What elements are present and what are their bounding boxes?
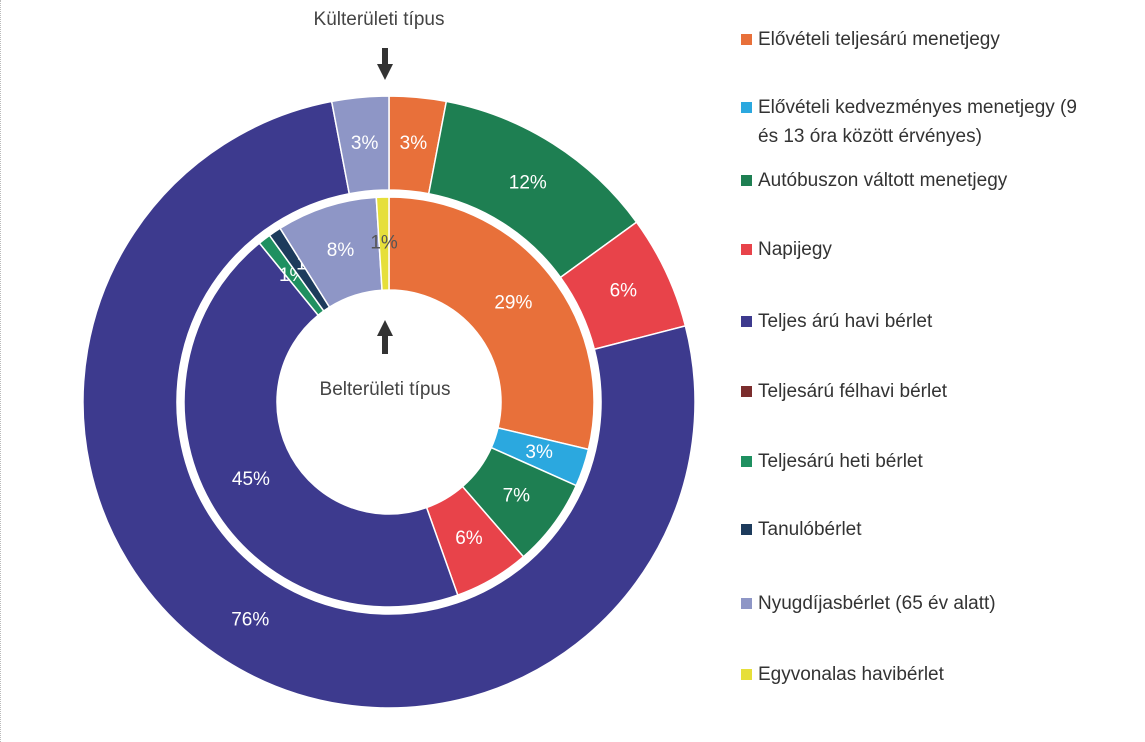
legend-item: Elővételi kedvezményes menetjegy (9 és 1… (741, 93, 1098, 151)
data-label: 1% (370, 233, 398, 254)
ring-separator (178, 191, 600, 613)
data-label: 3% (400, 133, 428, 154)
data-label: 7% (503, 485, 531, 506)
data-label: 76% (231, 610, 269, 631)
legend-item: Teljesárú heti bérlet (741, 447, 1098, 476)
legend-label: Teljesárú félhavi bérlet (758, 381, 948, 402)
legend-label: Elővételi teljesárú menetjegy (758, 29, 1000, 50)
donut-slice (388, 196, 595, 451)
outer-ring-annotation: Külterületi típus (314, 9, 445, 30)
inner-ring-annotation: Belterületi típus (320, 379, 451, 400)
data-label: 29% (494, 293, 532, 314)
legend-swatch (741, 34, 752, 45)
legend-item: Teljes árú havi bérlet (741, 307, 1098, 336)
legend-label: Napijegy (758, 239, 832, 260)
legend-swatch (741, 316, 752, 327)
legend-swatch (741, 456, 752, 467)
legend-item: Teljesárú félhavi bérlet (741, 377, 1098, 406)
legend-label: Elővételi kedvezményes menetjegy (9 és 1… (758, 97, 1077, 147)
legend-label: Egyvonalas havibérlet (758, 664, 944, 685)
legend-swatch (741, 598, 752, 609)
legend-label: Autóbuszon váltott menetjegy (758, 170, 1008, 191)
legend-swatch (741, 244, 752, 255)
legend-label: Teljesárú heti bérlet (758, 451, 923, 472)
data-label: 3% (351, 133, 379, 154)
legend-swatch (741, 175, 752, 186)
legend-item: Napijegy (741, 235, 1098, 264)
legend-label: Teljes árú havi bérlet (758, 311, 933, 332)
legend-swatch (741, 524, 752, 535)
legend-item: Egyvonalas havibérlet (741, 660, 1098, 689)
legend-item: Elővételi teljesárú menetjegy (741, 25, 1098, 54)
legend-swatch (741, 102, 752, 113)
data-label: 45% (232, 469, 270, 490)
legend-label: Nyugdíjasbérlet (65 év alatt) (758, 593, 996, 614)
arrows (377, 48, 393, 354)
data-label: 8% (327, 240, 355, 261)
legend-swatch (741, 669, 752, 680)
donut-slice (183, 242, 459, 608)
donut-slice (330, 95, 390, 195)
legend-item: Tanulóbérlet (741, 515, 1098, 544)
legend-label: Tanulóbérlet (758, 519, 862, 540)
data-label: 6% (610, 281, 638, 302)
data-label: 6% (455, 528, 483, 549)
donut-chart: Külterületi típus Belterületi típus 3% 12… (82, 9, 696, 709)
legend-item: Nyugdíjasbérlet (65 év alatt) (741, 589, 1098, 618)
donut-slice (375, 196, 390, 292)
legend-swatch (741, 386, 752, 397)
legend-item: Autóbuszon váltott menetjegy (741, 166, 1098, 195)
donut-slice (82, 100, 696, 709)
data-label: 3% (525, 442, 553, 463)
data-label: 12% (509, 172, 547, 193)
